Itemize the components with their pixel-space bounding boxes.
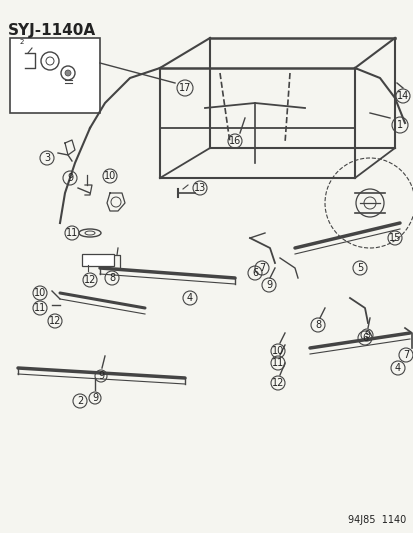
Text: 9: 9: [265, 280, 271, 290]
Text: SYJ-1140A: SYJ-1140A: [8, 23, 96, 38]
Text: 11: 11: [271, 358, 283, 368]
Text: 7: 7: [402, 350, 408, 360]
Text: 2: 2: [20, 39, 24, 45]
Text: 11: 11: [34, 303, 46, 313]
Text: 3: 3: [44, 153, 50, 163]
Text: 15: 15: [388, 233, 400, 243]
FancyBboxPatch shape: [82, 254, 114, 266]
Text: 13: 13: [193, 183, 206, 193]
Circle shape: [65, 70, 71, 76]
Text: 94J85  1140: 94J85 1140: [347, 515, 405, 525]
Text: 6: 6: [252, 268, 257, 278]
Text: 12: 12: [49, 316, 61, 326]
Text: 16: 16: [228, 136, 240, 146]
Text: 4: 4: [187, 293, 192, 303]
Text: 11: 11: [66, 228, 78, 238]
Text: 10: 10: [271, 346, 283, 356]
Text: 9: 9: [98, 371, 104, 381]
Text: 5: 5: [356, 263, 362, 273]
Text: 14: 14: [396, 91, 408, 101]
Text: 17: 17: [178, 83, 191, 93]
Text: 12: 12: [83, 275, 96, 285]
Text: 9: 9: [67, 173, 73, 183]
Text: 1: 1: [396, 120, 402, 130]
Text: 10: 10: [34, 288, 46, 298]
Text: 7: 7: [258, 263, 264, 273]
Text: 4: 4: [394, 363, 400, 373]
Text: 8: 8: [109, 273, 115, 283]
Text: 9: 9: [363, 330, 369, 340]
Text: 2: 2: [77, 396, 83, 406]
Text: 10: 10: [104, 171, 116, 181]
Text: 12: 12: [271, 378, 283, 388]
Text: 8: 8: [314, 320, 320, 330]
Text: 6: 6: [361, 333, 367, 343]
FancyBboxPatch shape: [10, 38, 100, 113]
Text: 9: 9: [92, 393, 98, 403]
